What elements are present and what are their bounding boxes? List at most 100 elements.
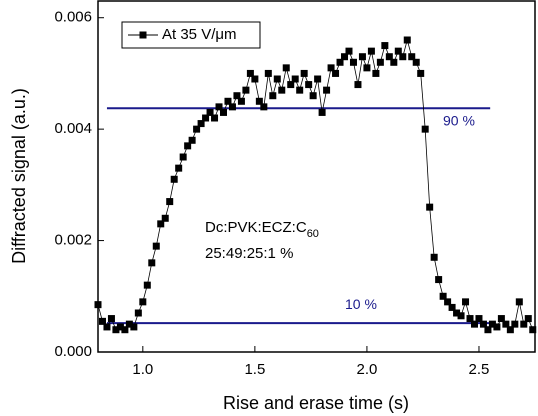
marker <box>381 42 389 50</box>
reference-label: 90 % <box>443 112 475 128</box>
marker <box>479 320 487 328</box>
marker <box>367 47 375 55</box>
marker <box>287 81 295 89</box>
marker <box>345 47 353 55</box>
marker <box>260 103 268 111</box>
marker <box>188 136 196 144</box>
marker <box>251 75 259 83</box>
annotation-subscript: 60 <box>307 228 319 240</box>
marker <box>228 103 236 111</box>
x-tick-label: 2.0 <box>356 361 377 378</box>
marker <box>309 92 317 100</box>
marker <box>453 309 461 317</box>
legend-marker <box>139 31 147 39</box>
marker <box>524 315 532 323</box>
marker <box>215 103 223 111</box>
marker <box>125 320 133 328</box>
marker <box>520 320 528 328</box>
marker <box>408 53 416 61</box>
marker <box>157 220 165 228</box>
marker <box>278 86 286 94</box>
marker <box>394 47 402 55</box>
marker <box>291 75 299 83</box>
y-tick-label: 0.002 <box>54 232 92 249</box>
marker <box>175 164 183 172</box>
marker <box>529 326 537 334</box>
marker <box>497 315 505 323</box>
marker <box>233 92 241 100</box>
marker <box>426 203 434 211</box>
marker <box>363 64 371 72</box>
marker <box>421 125 429 133</box>
marker <box>341 53 349 61</box>
marker <box>211 114 219 122</box>
marker <box>224 97 232 105</box>
marker <box>336 58 344 66</box>
marker <box>206 108 214 116</box>
marker <box>376 58 384 66</box>
marker <box>273 75 281 83</box>
x-tick-label: 2.5 <box>469 361 490 378</box>
marker <box>269 92 277 100</box>
marker <box>148 259 156 267</box>
marker <box>197 120 205 128</box>
marker <box>430 253 438 261</box>
marker <box>385 53 393 61</box>
marker <box>255 97 263 105</box>
x-axis-label: Rise and erase time (s) <box>223 393 409 413</box>
marker <box>506 326 514 334</box>
marker <box>139 298 147 306</box>
marker <box>444 298 452 306</box>
marker <box>399 53 407 61</box>
x-tick-label: 1.0 <box>132 361 153 378</box>
marker <box>466 315 474 323</box>
marker <box>358 53 366 61</box>
marker <box>112 326 120 334</box>
y-tick-label: 0.000 <box>54 343 92 360</box>
marker <box>264 69 272 77</box>
marker <box>116 323 124 331</box>
marker <box>202 114 210 122</box>
marker <box>475 315 483 323</box>
marker <box>457 312 465 320</box>
marker <box>193 125 201 133</box>
marker <box>354 81 362 89</box>
marker <box>282 64 290 72</box>
marker <box>184 142 192 150</box>
marker <box>318 108 326 116</box>
reference-label: 10 % <box>345 296 377 312</box>
marker <box>305 81 313 89</box>
marker <box>462 298 470 306</box>
marker <box>103 323 111 331</box>
marker <box>488 320 496 328</box>
marker <box>300 69 308 77</box>
marker <box>412 58 420 66</box>
marker <box>246 69 254 77</box>
marker <box>219 108 227 116</box>
marker <box>121 326 129 334</box>
marker <box>323 86 331 94</box>
marker <box>511 320 519 328</box>
marker <box>470 320 478 328</box>
legend-label: At 35 V/μm <box>162 26 237 43</box>
y-tick-label: 0.006 <box>54 9 92 26</box>
plot-frame <box>97 0 536 353</box>
x-tick-label: 1.5 <box>244 361 265 378</box>
marker <box>403 36 411 44</box>
annotation: Dc:PVK:ECZ:C60 <box>205 219 319 240</box>
marker <box>134 309 142 317</box>
marker <box>493 323 501 331</box>
marker <box>170 175 178 183</box>
marker <box>296 86 304 94</box>
marker <box>502 320 510 328</box>
y-axis-label: Diffracted signal (a.u.) <box>9 88 29 264</box>
marker <box>98 317 106 325</box>
y-tick-label: 0.004 <box>54 120 92 137</box>
marker <box>161 214 169 222</box>
annotation: 25:49:25:1 % <box>205 245 293 262</box>
marker <box>484 326 492 334</box>
annotation-text: Dc:PVK:ECZ:C <box>205 219 307 236</box>
marker <box>417 69 425 77</box>
